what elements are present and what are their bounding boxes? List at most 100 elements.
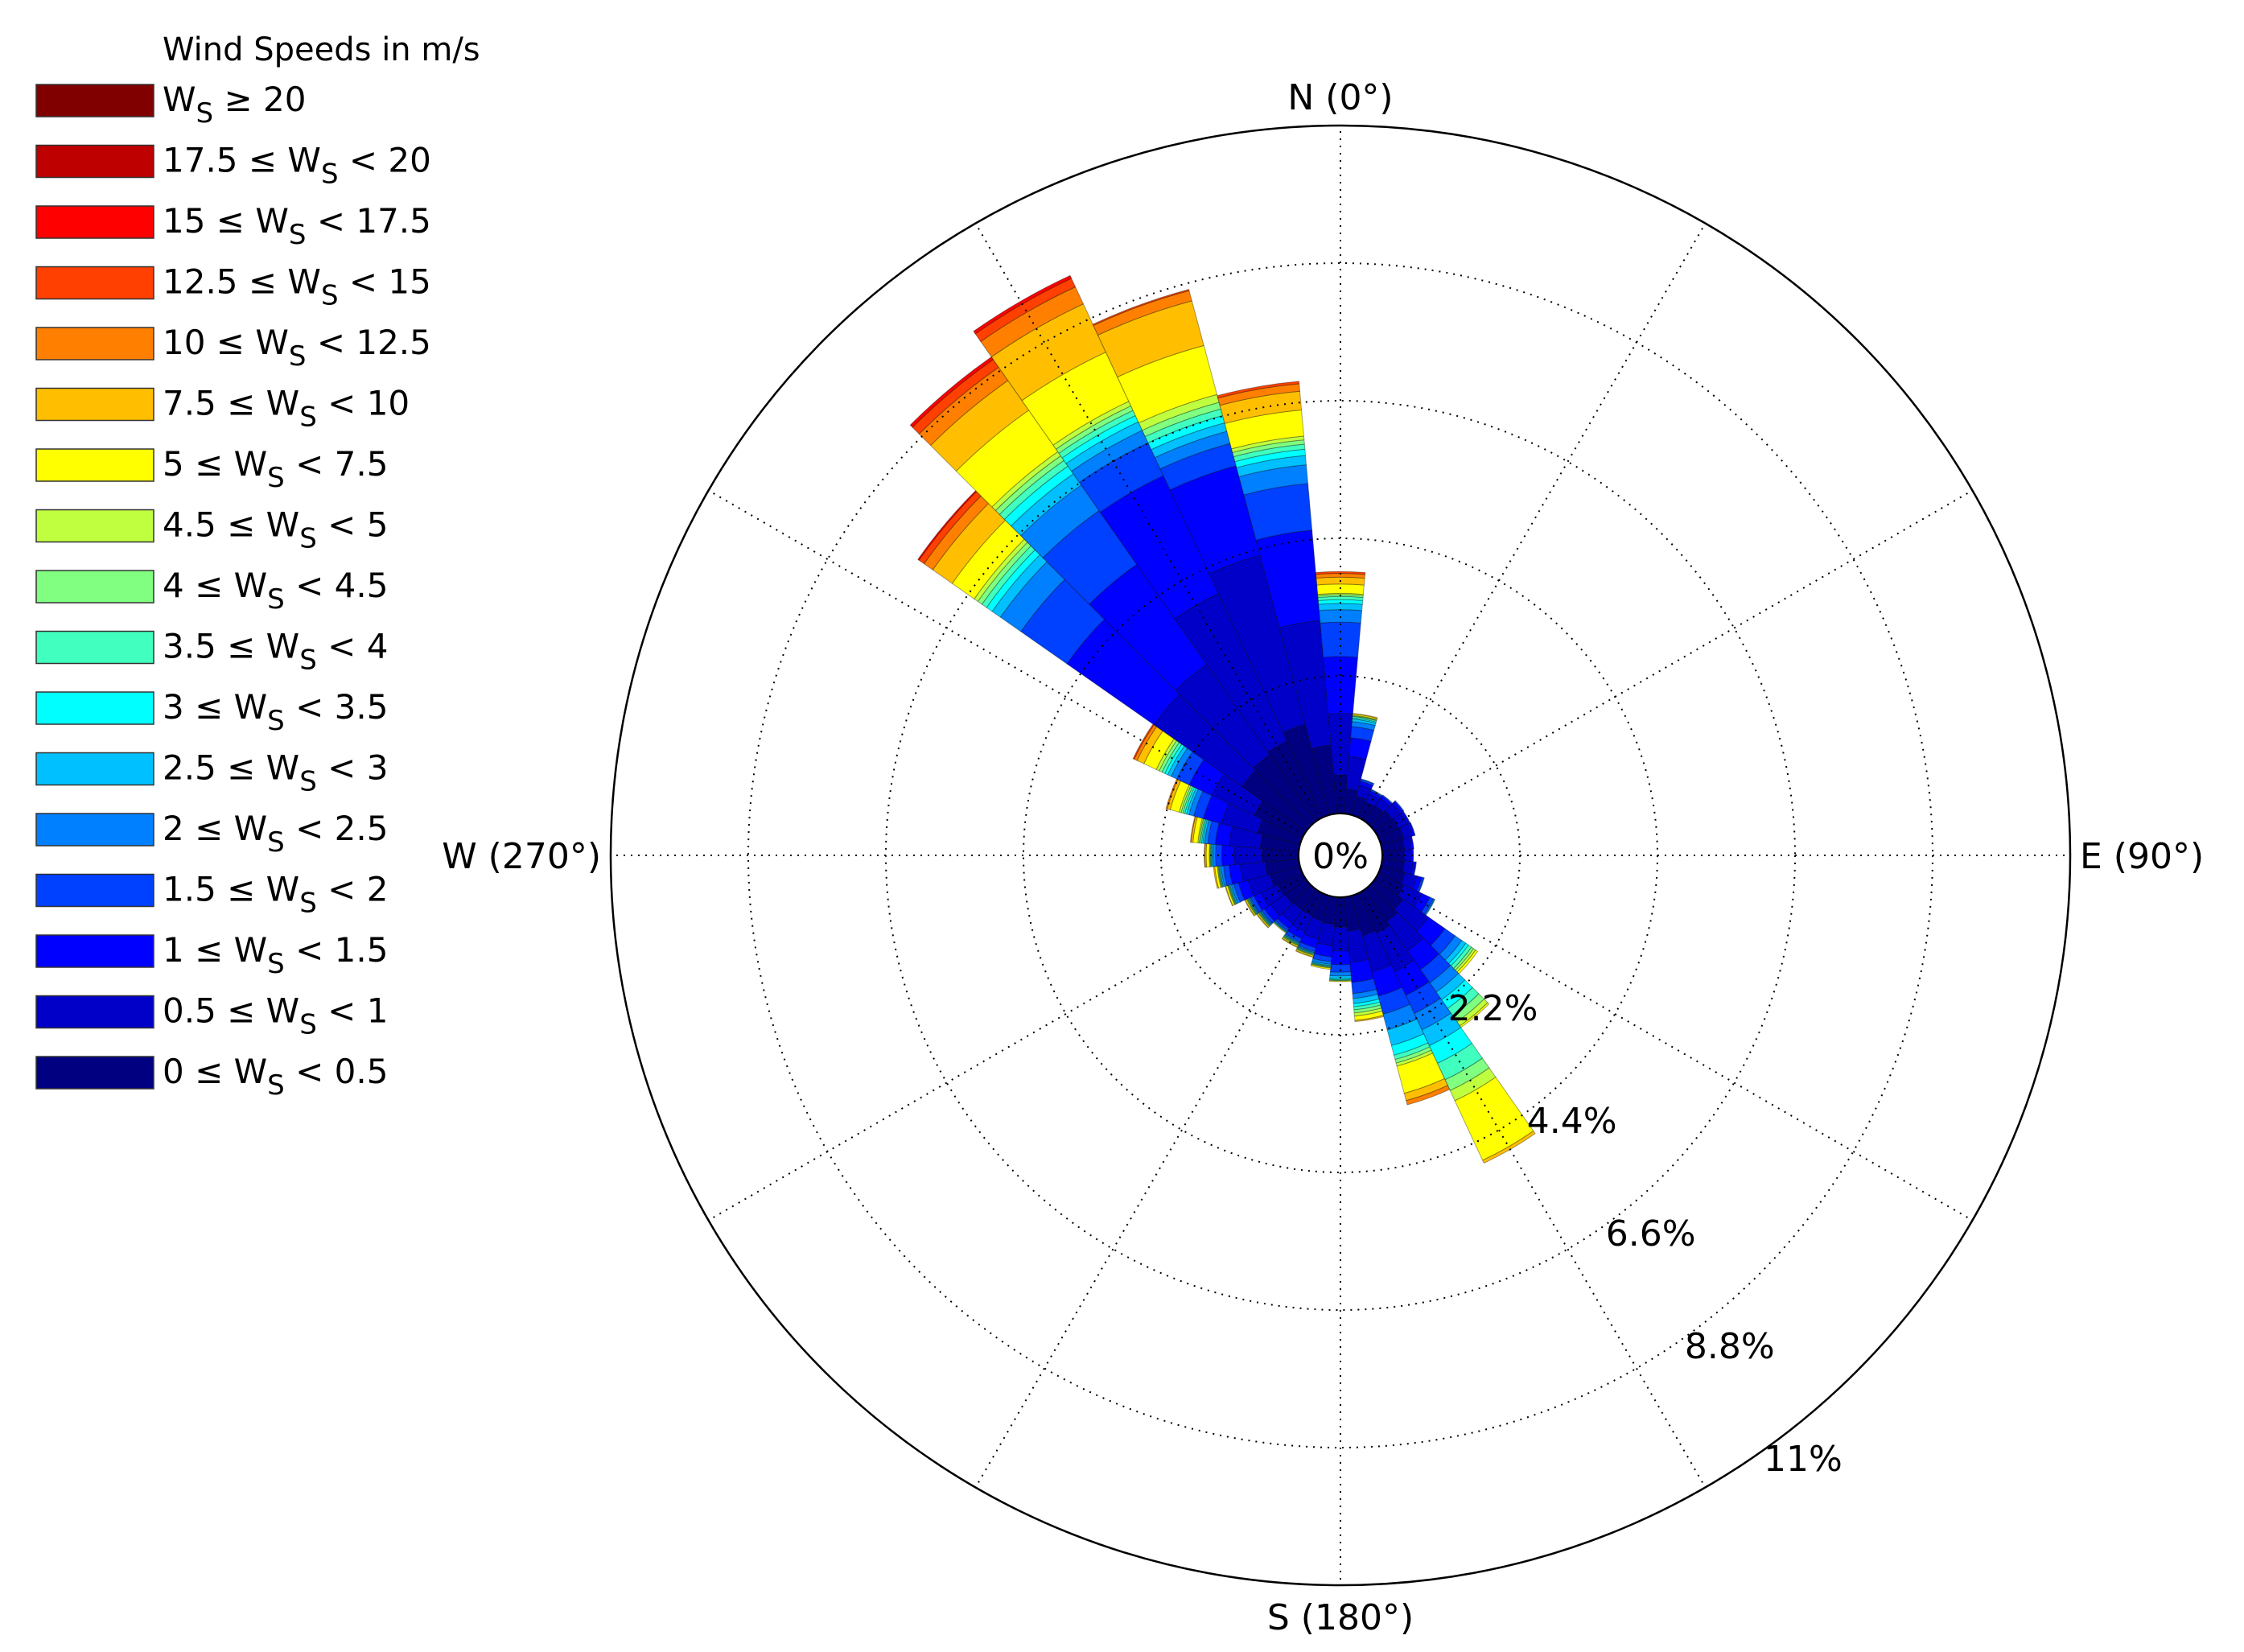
sector-10-bin-1 xyxy=(1345,756,1367,792)
legend-swatch xyxy=(35,387,154,422)
legend-label: 7.5 ≤ WS < 10 xyxy=(163,384,410,434)
legend-label: 1.5 ≤ WS < 2 xyxy=(163,870,388,920)
sector-170-bin-3 xyxy=(1351,978,1377,995)
ring-label: 6.6% xyxy=(1606,1213,1696,1254)
sector-10-bin-8 xyxy=(1352,715,1377,722)
sector-150-bin-10 xyxy=(1454,1076,1534,1161)
legend-label: 0.5 ≤ WS < 1 xyxy=(163,991,388,1041)
grid-spoke xyxy=(1361,223,1707,820)
sector-160-bin-4 xyxy=(1382,1003,1418,1031)
sector-340-bin-1 xyxy=(1208,554,1306,733)
sector-40-bin-2 xyxy=(1379,795,1393,807)
ring-label: 2.2% xyxy=(1448,988,1538,1029)
sector-170-bin-6 xyxy=(1353,998,1381,1007)
legend-label: 0 ≤ WS < 0.5 xyxy=(163,1052,388,1102)
sector-350-bin-13 xyxy=(1217,381,1300,399)
sector-80-bin-2 xyxy=(1409,835,1414,850)
sector-250-bin-8 xyxy=(1227,884,1237,905)
legend-label: 1 ≤ WS < 1.5 xyxy=(163,930,388,980)
sector-20-bin-2 xyxy=(1358,781,1374,790)
sector-20-bin-4 xyxy=(1360,778,1375,785)
sector-350-bin-9 xyxy=(1231,435,1305,453)
legend-swatch xyxy=(35,1056,154,1090)
sector-0-bin-12 xyxy=(1315,573,1366,579)
legend-label: 4 ≤ WS < 4.5 xyxy=(163,566,388,616)
sector-200-bin-7 xyxy=(1296,947,1315,955)
sector-280-bin-7 xyxy=(1200,818,1207,844)
legend: Wind Speeds in m/s WS ≥ 20 17.5 ≤ WS < 20… xyxy=(35,31,480,1102)
sector-180-bin-3 xyxy=(1329,963,1352,973)
direction-label: E (90°) xyxy=(2080,836,2204,877)
legend-label: 3.5 ≤ WS < 4 xyxy=(163,627,388,677)
sector-350-bin-1 xyxy=(1278,620,1332,749)
sector-350-bin-6 xyxy=(1234,448,1307,468)
ring-label: 8.8% xyxy=(1685,1326,1775,1367)
sector-200-bin-8 xyxy=(1296,947,1315,956)
sector-330-bin-4 xyxy=(1070,430,1149,484)
sector-260-bin-8 xyxy=(1217,865,1223,888)
sector-170-bin-8 xyxy=(1353,1004,1382,1014)
sector-10-bin-5 xyxy=(1352,718,1377,727)
sector-150-bin-1 xyxy=(1376,925,1415,973)
sector-260-bin-10 xyxy=(1214,865,1222,889)
legend-swatch xyxy=(35,327,154,360)
sector-270-bin-12 xyxy=(1204,842,1206,868)
legend-label: 5 ≤ WS < 7.5 xyxy=(163,444,388,494)
sector-10-bin-2 xyxy=(1348,737,1372,760)
legend-title: Wind Speeds in m/s xyxy=(163,31,480,68)
outer-ring xyxy=(609,124,2072,1587)
sector-0-bin-7 xyxy=(1317,595,1364,601)
ring-label: 4.4% xyxy=(1527,1101,1617,1142)
sector-160-bin-12 xyxy=(1406,1085,1451,1106)
sector-340-bin-8 xyxy=(1142,402,1221,438)
sector-250-bin-7 xyxy=(1228,884,1237,905)
sector-180-bin-1 xyxy=(1332,926,1349,952)
sector-210-bin-2 xyxy=(1287,924,1306,940)
legend-swatch xyxy=(35,752,154,786)
sector-10-bin-6 xyxy=(1352,717,1377,724)
sector-50-bin-2 xyxy=(1391,801,1404,814)
legend-swatch xyxy=(35,995,154,1029)
sector-250-bin-9 xyxy=(1227,884,1236,906)
sector-160-bin-8 xyxy=(1394,1046,1432,1064)
center-label: 0% xyxy=(1312,836,1369,877)
sector-150-bin-9 xyxy=(1449,1067,1497,1102)
sector-190-bin-10 xyxy=(1310,964,1332,970)
sector-100-bin-3 xyxy=(1413,861,1417,876)
grid-spoke xyxy=(1361,891,1707,1488)
sector-10-bin-10 xyxy=(1352,713,1378,720)
sector-190-bin-6 xyxy=(1311,962,1332,967)
sector-270-bin-4 xyxy=(1213,843,1217,867)
sector-350-bin-10 xyxy=(1224,409,1304,450)
sector-120-bin-1 xyxy=(1397,884,1423,908)
sector-270-bin-1 xyxy=(1233,845,1263,866)
sector-210-bin-8 xyxy=(1283,935,1299,946)
sector-110-bin-2 xyxy=(1411,875,1423,892)
sector-170-bin-4 xyxy=(1352,988,1378,999)
sector-20-bin-1 xyxy=(1356,784,1373,801)
legend-label: 15 ≤ WS < 17.5 xyxy=(163,201,431,251)
legend-swatch xyxy=(35,144,154,179)
sector-260-bin-4 xyxy=(1220,865,1228,888)
polar-grid xyxy=(609,124,2072,1587)
sector-0-bin-2 xyxy=(1322,656,1359,715)
legend-label: 12.5 ≤ WS < 15 xyxy=(163,262,431,312)
legend-swatch xyxy=(35,84,154,117)
grid-spoke xyxy=(974,891,1320,1488)
sector-180-bin-6 xyxy=(1328,977,1353,981)
sector-10-bin-9 xyxy=(1352,715,1377,721)
sector-270-bin-2 xyxy=(1221,844,1235,867)
sector-260-bin-3 xyxy=(1222,864,1233,887)
sector-0-bin-4 xyxy=(1318,609,1363,624)
direction-label: W (270°) xyxy=(442,836,601,877)
sector-160-bin-7 xyxy=(1393,1042,1431,1061)
legend-swatch xyxy=(35,934,154,968)
legend-swatch xyxy=(35,205,154,239)
legend-swatch xyxy=(35,448,154,482)
sector-340-bin-9 xyxy=(1138,393,1220,431)
legend-swatch xyxy=(35,873,154,908)
sector-180-bin-4 xyxy=(1329,971,1352,977)
sector-310-bin-14 xyxy=(917,489,978,561)
sector-190-bin-5 xyxy=(1311,960,1332,966)
